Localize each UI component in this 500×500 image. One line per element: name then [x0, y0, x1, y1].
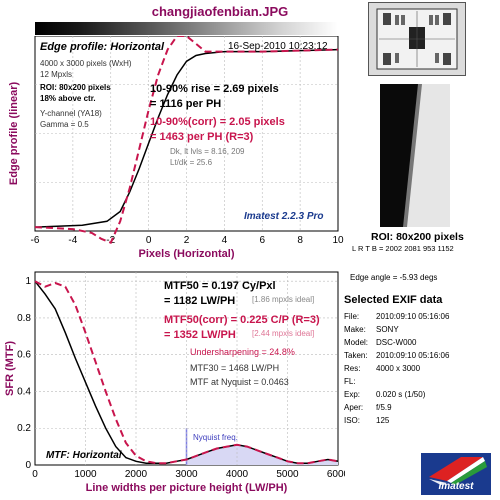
imatest-logo: Imatest [421, 453, 491, 495]
gradient-bar [35, 22, 338, 35]
logo-text: Imatest [438, 481, 474, 492]
undersharpening: Undersharpening = 24.8% [190, 347, 295, 357]
edge-angle: Edge angle = -5.93 degs [350, 273, 438, 282]
exif-key: Res: [344, 364, 361, 373]
y-tick-label: 0.4 [17, 386, 31, 397]
edge-heading: Edge profile: Horizontal [40, 41, 165, 53]
exif-title: Selected EXIF data [344, 294, 443, 306]
roi-title: ROI: 80x200 pixels [371, 231, 464, 243]
x-tick-label: 10 [332, 235, 344, 246]
exif-value: f/5.9 [376, 403, 392, 412]
rise-line: = 1116 per PH [150, 98, 222, 110]
exif-value: DSC-W000 [376, 338, 417, 347]
y-tick-label: 0.6 [17, 350, 31, 361]
exif-key: Taken: [344, 351, 368, 360]
x-tick-label: 4000 [226, 469, 249, 480]
mtf-nyquist-line: MTF at Nyquist = 0.0463 [190, 377, 289, 387]
mtf50-ideal: [1.86 mpxls ideal] [252, 295, 315, 304]
x-tick-label: 1000 [74, 469, 97, 480]
mtf30-line: MTF30 = 1468 LW/PH [190, 363, 280, 373]
y-tick-label: 0.2 [17, 423, 31, 434]
roi-lrtb: L R T B = 2002 2081 953 1152 [352, 244, 454, 253]
channel-line: Gamma = 0.5 [40, 120, 89, 129]
exif-key: Exp: [344, 390, 361, 399]
levels-line: Dk, lt lvls = 8.16, 209 [170, 147, 245, 156]
test-chart-thumbnail [368, 2, 466, 76]
series-corrected-line [34, 280, 339, 465]
channel-line: Y-channel (YA18) [40, 109, 102, 118]
exif-value: 0.020 s (1/50) [376, 390, 426, 399]
y-axis-label: SFR (MTF) [4, 341, 16, 396]
edge-timestamp: 16-Sep-2010 10:23:12 [228, 41, 328, 52]
exif-key: Aper: [344, 403, 364, 412]
x-tick-label: 5000 [276, 469, 299, 480]
rise-corr-line: = 1463 per PH (R=3) [150, 131, 254, 143]
x-tick-label: -4 [68, 235, 77, 246]
rise-corr-line: 10-90%(corr) = 2.05 pixels [150, 116, 285, 128]
exif-key: ISO: [344, 416, 361, 425]
y-tick-label: 0.8 [17, 313, 31, 324]
exif-value: 125 [376, 416, 390, 425]
x-tick-label: 6 [259, 235, 265, 246]
series-corrected-line [34, 36, 339, 244]
y-tick-label: 0 [25, 460, 31, 471]
edge-info-line: 4000 x 3000 pixels (WxH) [40, 59, 132, 68]
exif-value: SONY [376, 325, 399, 334]
exif-key: Make: [344, 325, 366, 334]
x-tick-label: 2000 [125, 469, 148, 480]
y-tick-label: 1 [25, 276, 31, 287]
mtf50corr-line: = 1352 LW/PH [164, 329, 236, 341]
file-title: changjiaofenbian.JPG [151, 4, 289, 19]
exif-key: File: [344, 312, 360, 321]
x-tick-label: 0 [146, 235, 152, 246]
x-axis-label: Pixels (Horizontal) [139, 248, 235, 260]
mtf50-line: = 1182 LW/PH [164, 295, 236, 307]
x-axis-label: Line widths per picture height (LW/PH) [86, 482, 288, 494]
x-tick-label: 8 [297, 235, 303, 246]
exif-value: 2010:09:10 05:16:06 [376, 312, 450, 321]
rise-line: 10-90% rise = 2.69 pixels [150, 83, 279, 95]
mtf50corr-line: MTF50(corr) = 0.225 C/P (R=3) [164, 314, 320, 326]
mtf50-line: MTF50 = 0.197 Cy/Pxl [164, 280, 276, 292]
version-label: Imatest 2.2.3 Pro [244, 211, 324, 222]
beyond-nyquist-shade [186, 444, 338, 465]
x-tick-label: -6 [31, 235, 40, 246]
y-axis-label: Edge profile (linear) [8, 82, 20, 186]
roi-line: ROI: 80x200 pixels [40, 83, 111, 92]
mtf-heading: MTF: Horizontal [46, 450, 122, 461]
edge-info-line: 12 Mpxls [40, 70, 73, 79]
nyquist-label: Nyquist freq. [193, 433, 238, 442]
x-tick-label: 0 [32, 469, 38, 480]
exif-key: Model: [344, 338, 369, 347]
levels-line: Lt/dk = 25.6 [170, 158, 213, 167]
mtf50corr-ideal: [2.44 mpxls ideal] [252, 329, 315, 338]
x-tick-label: 4 [222, 235, 228, 246]
roi-crop-image [380, 84, 450, 227]
series-measured-line [34, 48, 339, 228]
x-tick-label: 2 [184, 235, 190, 246]
x-tick-label: 3000 [175, 469, 198, 480]
exif-value: 4000 x 3000 [376, 364, 421, 373]
exif-value: 2010:09:10 05:16:06 [376, 351, 450, 360]
roi-line: 18% above ctr. [40, 94, 96, 103]
exif-key: FL: [344, 377, 356, 386]
